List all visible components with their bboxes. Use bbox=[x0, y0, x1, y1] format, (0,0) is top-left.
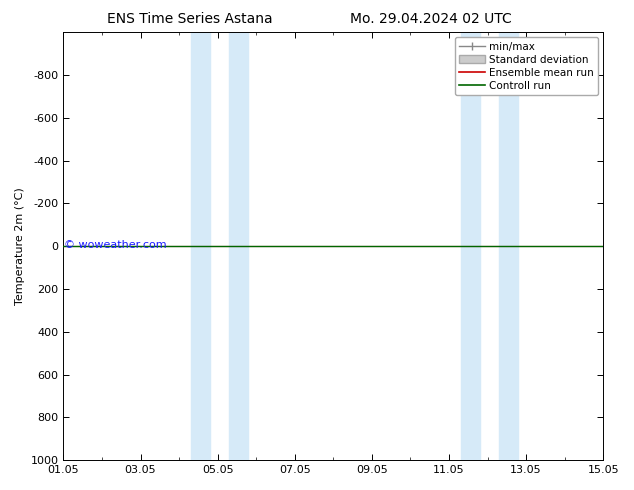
Text: ENS Time Series Astana: ENS Time Series Astana bbox=[107, 12, 273, 26]
Y-axis label: Temperature 2m (°C): Temperature 2m (°C) bbox=[15, 187, 25, 305]
Bar bbox=[191, 32, 210, 460]
Bar bbox=[230, 32, 249, 460]
Text: Mo. 29.04.2024 02 UTC: Mo. 29.04.2024 02 UTC bbox=[350, 12, 512, 26]
Bar bbox=[499, 32, 519, 460]
Bar bbox=[460, 32, 480, 460]
Legend: min/max, Standard deviation, Ensemble mean run, Controll run: min/max, Standard deviation, Ensemble me… bbox=[455, 37, 598, 95]
Text: © woweather.com: © woweather.com bbox=[64, 240, 167, 250]
